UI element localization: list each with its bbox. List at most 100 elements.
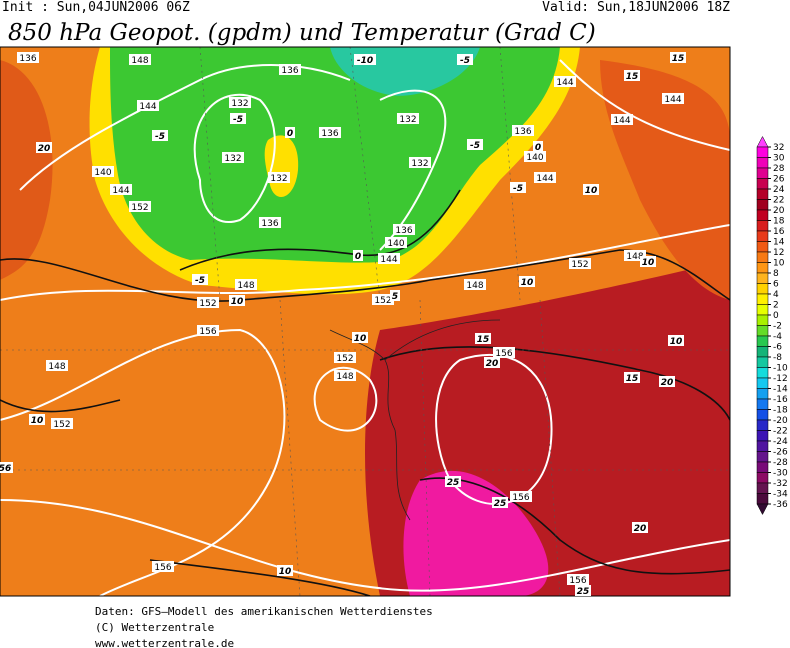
temperature-label-bg bbox=[390, 290, 400, 301]
geopotential-label: 156 bbox=[569, 576, 586, 586]
temperature-label: -5 bbox=[233, 115, 243, 125]
temperature-label: 15 bbox=[672, 54, 685, 64]
temperature-label: -5 bbox=[470, 141, 480, 151]
colorbar-cell bbox=[756, 335, 769, 347]
geopotential-label-bg bbox=[569, 258, 591, 269]
colorbar-label: -24 bbox=[773, 437, 788, 447]
geopotential-label-bg bbox=[409, 157, 431, 168]
geopotential-label-bg bbox=[319, 127, 341, 138]
geopotential-label-bg bbox=[17, 52, 39, 63]
geopotential-label: 144 bbox=[139, 102, 156, 112]
geopotential-label-bg bbox=[611, 114, 633, 125]
geopotential-label: 148 bbox=[131, 56, 148, 66]
geopotential-label: 148 bbox=[48, 362, 65, 372]
geopotential-label: 132 bbox=[270, 174, 287, 184]
temperature-label: 10 bbox=[354, 334, 367, 344]
temperature-label: 10 bbox=[31, 416, 44, 426]
temperature-label-bg bbox=[659, 376, 675, 387]
colorbar-label: -2 bbox=[773, 322, 782, 332]
geopotential-label-bg bbox=[334, 370, 356, 381]
geopotential-label: 132 bbox=[399, 115, 416, 125]
temperature-label: 20 bbox=[661, 378, 674, 388]
temperature-label-bg bbox=[519, 276, 535, 287]
map-frame bbox=[0, 46, 731, 597]
colorbar-label: -4 bbox=[773, 332, 782, 342]
colorbar-cell bbox=[756, 472, 769, 484]
init-time: Init : Sun,04JUN2006 06Z bbox=[2, 0, 190, 15]
geopotential-label-bg bbox=[129, 54, 151, 65]
temperature-label: 10 bbox=[642, 258, 655, 268]
temperature-label-bg bbox=[0, 462, 13, 473]
colorbar-label: 2 bbox=[773, 301, 779, 311]
temperature-label-bg bbox=[533, 141, 543, 152]
geopotential-label: 144 bbox=[556, 78, 573, 88]
geopotential-label: 136 bbox=[19, 54, 36, 64]
geopotential-label-bg bbox=[129, 201, 151, 212]
geopotential-label-bg bbox=[137, 100, 159, 111]
temperature-label: 20 bbox=[486, 359, 499, 369]
colorbar-label: -10 bbox=[773, 364, 788, 374]
colorbar-cell bbox=[756, 283, 769, 295]
temperature-label-bg bbox=[277, 565, 293, 576]
geopotential-label-bg bbox=[554, 76, 576, 87]
geopotential-label-bg bbox=[372, 294, 394, 305]
colorbar-label: 30 bbox=[773, 154, 785, 164]
temperature-label-bg bbox=[354, 54, 376, 65]
temperature-label: -5 bbox=[513, 184, 523, 194]
colorbar-cell bbox=[756, 167, 769, 179]
temperature-label-bg bbox=[575, 585, 591, 596]
colorbar-cell bbox=[756, 220, 769, 232]
geopotential-label: 156 bbox=[512, 493, 529, 503]
geopotential-label-bg bbox=[378, 253, 400, 264]
temperature-label-bg bbox=[632, 522, 648, 533]
title: 850 hPa Geopot. (gpdm) und Temperatur (G… bbox=[8, 20, 596, 46]
geopotential-label: 156 bbox=[495, 349, 512, 359]
geopotential-label: 132 bbox=[411, 159, 428, 169]
geopotential-label: 140 bbox=[387, 239, 404, 249]
colorbar-label: 8 bbox=[773, 269, 779, 279]
colorbar-label: 18 bbox=[773, 217, 785, 227]
geopotential-label: 140 bbox=[94, 168, 111, 178]
geopotential-label-bg bbox=[110, 184, 132, 195]
temperature-label-bg bbox=[285, 127, 295, 138]
colorbar-label: 32 bbox=[773, 143, 784, 153]
colorbar-cell bbox=[756, 419, 769, 431]
footer-line: Daten: GFS—Modell des amerikanischen Wet… bbox=[95, 605, 433, 618]
temperature-label: -5 bbox=[460, 56, 470, 66]
colorbar-cell bbox=[756, 377, 769, 389]
colorbar-cell bbox=[756, 398, 769, 410]
colorbar-cell bbox=[756, 262, 769, 274]
colorbar-cell bbox=[756, 251, 769, 263]
temperature-label: 25 bbox=[494, 499, 507, 509]
geopotential-label-bg bbox=[152, 561, 174, 572]
colorbar-label: -16 bbox=[773, 395, 788, 405]
colorbar-cell bbox=[756, 146, 769, 158]
geopotential-label: 148 bbox=[466, 281, 483, 291]
geopotential-label-bg bbox=[512, 125, 534, 136]
colorbar-cell bbox=[756, 314, 769, 326]
geopotential-label: 136 bbox=[514, 127, 531, 137]
colorbar-label: -36 bbox=[773, 500, 788, 510]
colorbar-cell bbox=[756, 451, 769, 463]
geopotential-label: 136 bbox=[281, 66, 298, 76]
geopotential-label: 152 bbox=[199, 299, 216, 309]
valid-time: Valid: Sun,18JUN2006 18Z bbox=[542, 0, 730, 15]
temperature-label-bg bbox=[624, 70, 640, 81]
colorbar-cell bbox=[756, 367, 769, 379]
colorbar-cell bbox=[756, 409, 769, 421]
geopotential-label-bg bbox=[624, 250, 646, 261]
colorbar-label: 20 bbox=[773, 206, 785, 216]
temperature-label: 10 bbox=[585, 186, 598, 196]
temperature-label-bg bbox=[670, 52, 686, 63]
temperature-label-bg bbox=[510, 182, 526, 193]
temperature-label: 25 bbox=[577, 587, 590, 597]
colorbar-cell bbox=[756, 293, 769, 305]
temperature-label-bg bbox=[445, 476, 461, 487]
colorbar-cell bbox=[756, 178, 769, 190]
temperature-label-bg bbox=[29, 414, 45, 425]
geopotential-label: 152 bbox=[571, 260, 588, 270]
geopotential-label: 152 bbox=[336, 354, 353, 364]
temperature-label: 25 bbox=[447, 478, 460, 488]
temperature-label-bg bbox=[492, 497, 508, 508]
